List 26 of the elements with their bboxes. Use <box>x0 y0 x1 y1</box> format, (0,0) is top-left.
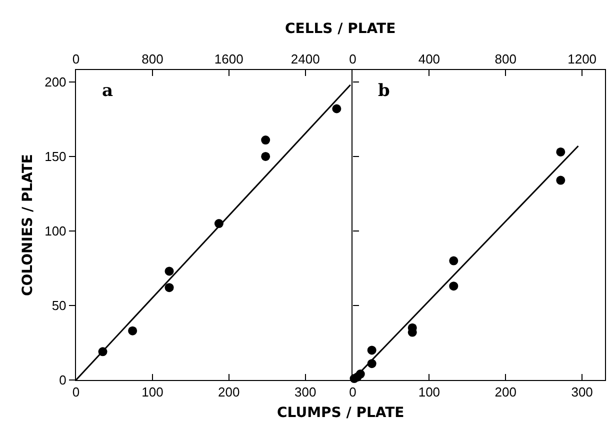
x2-tick-label: 1600 <box>214 52 244 67</box>
y-axis-title: COLONIES / PLATE <box>20 154 36 296</box>
x2-tick-label: 2400 <box>290 52 320 67</box>
annotation: a <box>102 81 114 101</box>
x2-tick-label: 800 <box>142 52 164 67</box>
x-tick-label: 0 <box>349 384 356 400</box>
x2-tick-label: 0 <box>72 52 80 67</box>
y-tick-label: 200 <box>44 74 66 90</box>
y-tick-label: 150 <box>44 148 66 164</box>
y-tick-label: 50 <box>52 298 66 314</box>
x-tick-label: 200 <box>218 384 240 400</box>
x2-tick-label: 400 <box>418 52 440 67</box>
x-tick-label: 100 <box>418 384 440 400</box>
y-tick-label: 0 <box>59 372 66 388</box>
x2-axis-title: CELLS / PLATE <box>285 21 396 37</box>
x2-tick-label: 800 <box>494 52 516 67</box>
x2-tick-label: 0 <box>349 52 356 67</box>
x-tick-label: 300 <box>571 384 593 400</box>
x-tick-label: 100 <box>142 384 164 400</box>
x2-tick-label: 1200 <box>568 52 597 67</box>
x-tick-label: 300 <box>294 384 316 400</box>
y-tick-label: 100 <box>44 224 66 239</box>
x-tick-label: 200 <box>494 384 516 400</box>
x-tick-label: 0 <box>72 384 80 400</box>
annotation: b <box>378 81 390 101</box>
x-axis-title: CLUMPS / PLATE <box>277 405 404 421</box>
